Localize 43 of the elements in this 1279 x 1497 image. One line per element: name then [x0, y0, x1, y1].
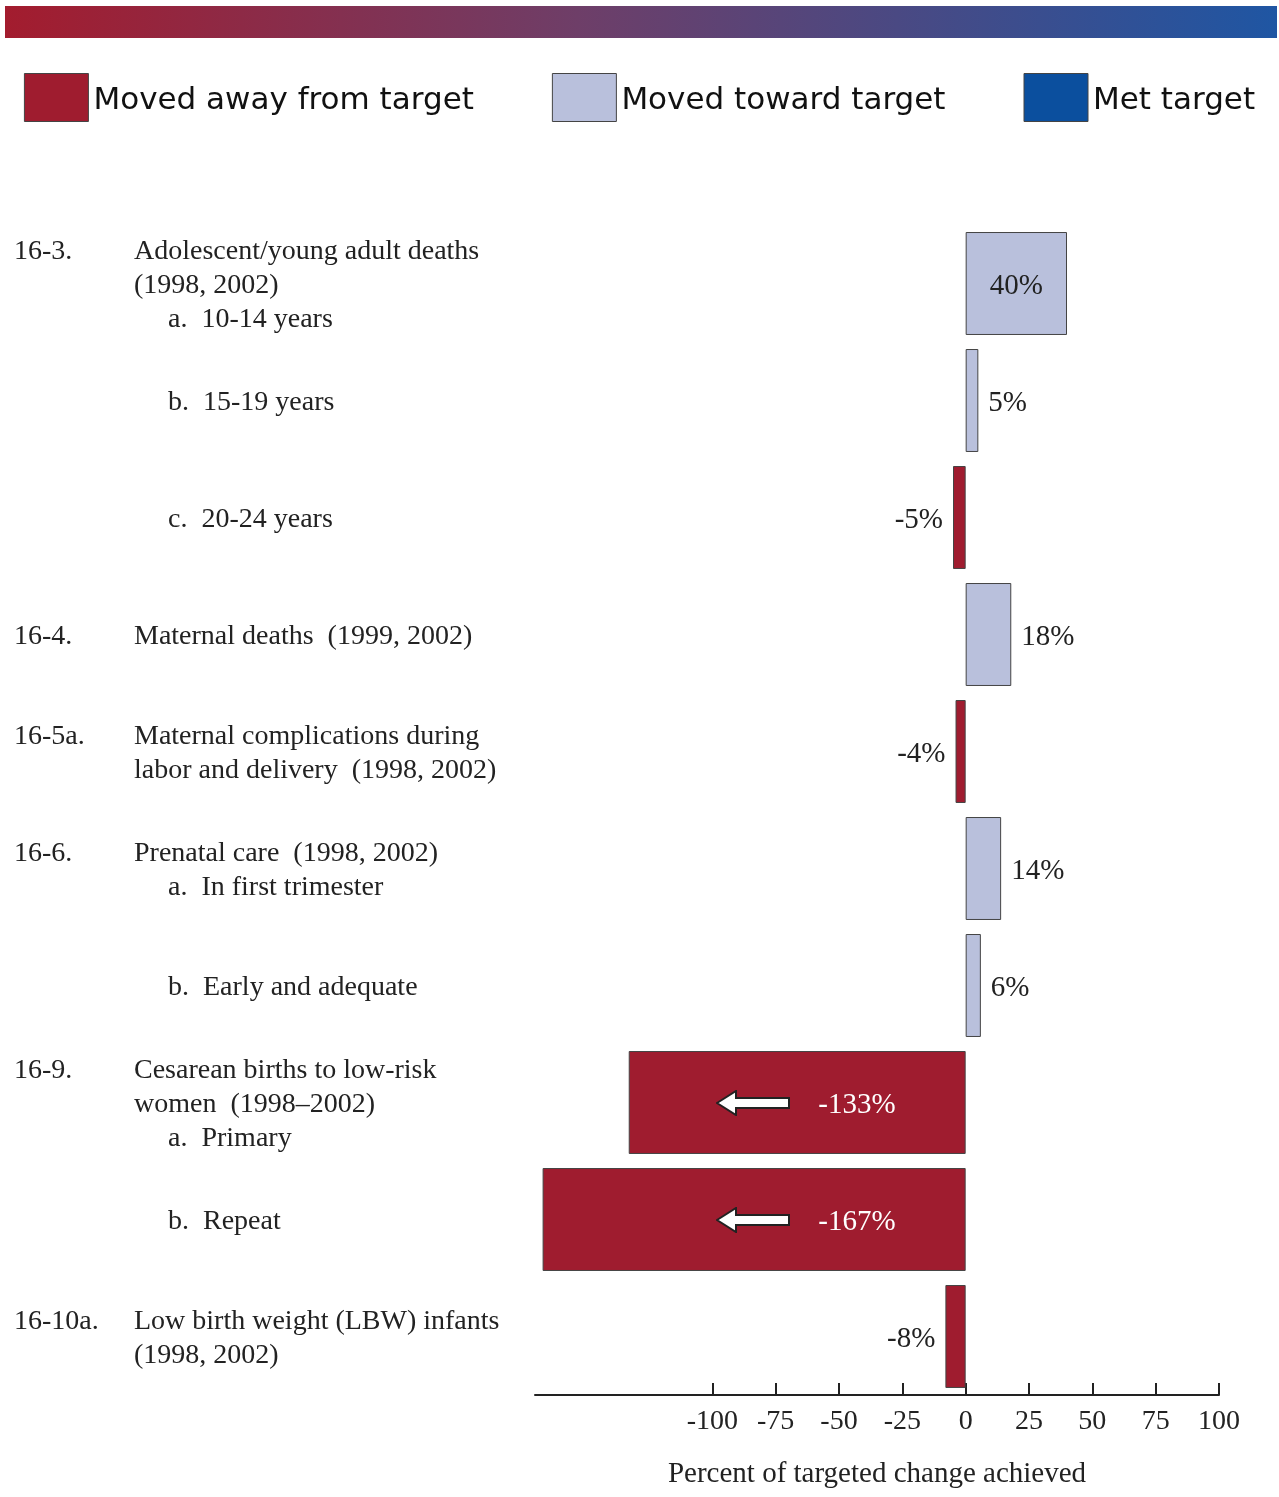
- y-tick-label: b. 15-19 years: [168, 385, 335, 416]
- x-tick-label: 25: [1015, 1403, 1043, 1435]
- x-tick-label: 75: [1141, 1403, 1170, 1435]
- y-tick-label: b. Early and adequate: [168, 970, 418, 1001]
- bar: [953, 466, 966, 569]
- data-label: -4%: [897, 735, 946, 768]
- x-tick-label: -50: [820, 1403, 858, 1435]
- x-tick-label: -100: [686, 1403, 738, 1435]
- bar: [955, 700, 966, 803]
- bar: [965, 232, 1067, 335]
- bar: [628, 1051, 966, 1154]
- x-tick-label: -25: [883, 1403, 921, 1435]
- category-label: 16-3. Adolescent/young adult deaths (1998, 2002) a. 10-14 years: [14, 234, 480, 333]
- legend-label: Moved away from target: [93, 79, 474, 116]
- bar: [945, 1285, 966, 1388]
- x-tick-label: -75: [757, 1403, 795, 1435]
- category-label: 16-4. Maternal deaths (1999, 2002): [14, 619, 473, 650]
- x-axis-title: Percent of targeted change achieved: [667, 1455, 1087, 1488]
- data-label: -133%: [818, 1086, 896, 1119]
- bar: [965, 934, 981, 1037]
- data-label: 40%: [989, 267, 1043, 300]
- data-label: 5%: [988, 384, 1028, 417]
- data-label: -5%: [894, 501, 943, 534]
- category-label: 16-6. Prenatal care (1998, 2002) a. In first trimester: [14, 836, 438, 901]
- data-label: 14%: [1011, 852, 1065, 885]
- data-label: -8%: [887, 1320, 936, 1353]
- y-tick-label: c. 20-24 years: [168, 502, 333, 533]
- bar: [965, 349, 979, 452]
- category-label: 16-10a. Low birth weight (LBW) infants (1998, 2002): [14, 1304, 500, 1369]
- legend-label: Moved toward target: [621, 79, 946, 116]
- bar: [965, 583, 1012, 686]
- data-label: 18%: [1021, 618, 1075, 651]
- bar: [542, 1168, 966, 1271]
- category-label: 16-9. Cesarean births to low-risk women (1998–2002) a. Primary: [14, 1053, 437, 1152]
- x-tick-label: 0: [958, 1403, 973, 1435]
- legend-label: Met target: [1093, 79, 1256, 116]
- x-tick-label: 100: [1198, 1403, 1240, 1435]
- bar: [965, 817, 1002, 920]
- x-tick-label: 50: [1078, 1403, 1107, 1435]
- y-tick-label: b. Repeat: [168, 1204, 281, 1235]
- data-label: 6%: [990, 969, 1030, 1002]
- data-label: -167%: [818, 1203, 896, 1236]
- category-label: 16-5a. Maternal complications during labor and delivery (1998, 2002): [14, 719, 497, 784]
